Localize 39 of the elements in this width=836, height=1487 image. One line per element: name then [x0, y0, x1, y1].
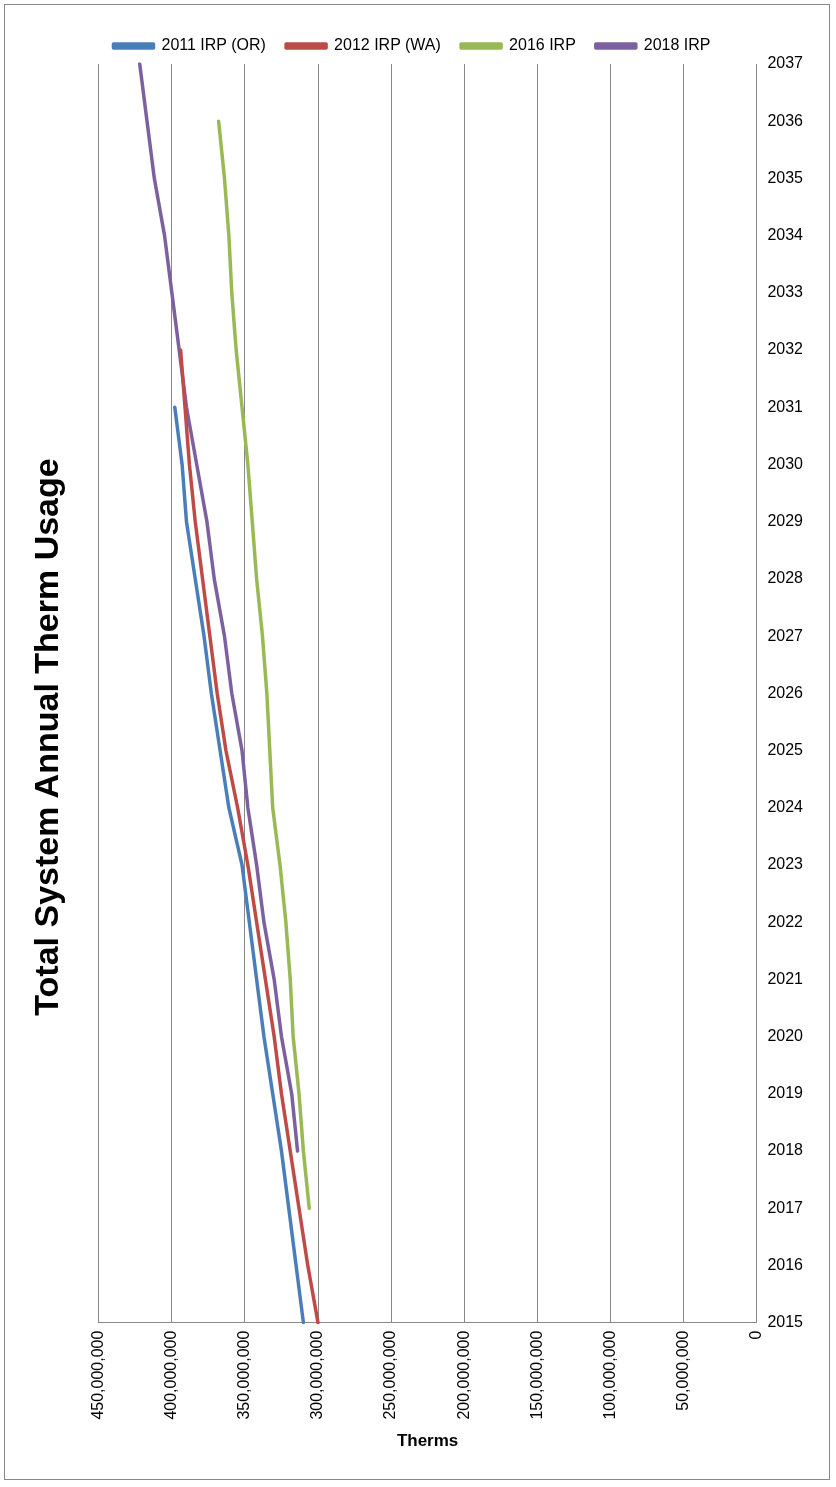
y-tick-label: 2033	[767, 283, 804, 301]
y-tick-label: 2018	[767, 1141, 804, 1159]
x-tick-label: 200,000,000	[454, 1330, 472, 1420]
y-tick-label: 2031	[767, 397, 804, 415]
x-tick-label: 250,000,000	[381, 1330, 399, 1420]
y-tick-label: 2032	[767, 340, 804, 358]
y-tick-label: 2026	[767, 683, 804, 701]
x-tick-label: 400,000,000	[162, 1330, 180, 1420]
x-tick-label: 150,000,000	[527, 1330, 545, 1420]
y-tick-label: 2025	[767, 740, 804, 758]
y-tick-label: 2030	[767, 454, 804, 472]
y-tick-label: 2022	[767, 912, 804, 930]
x-tick-label: 300,000,000	[308, 1330, 326, 1420]
x-axis-title: Therms	[396, 1431, 459, 1451]
y-tick-label: 2029	[767, 512, 804, 530]
x-tick-label: 350,000,000	[235, 1330, 253, 1420]
y-tick-label: 2028	[767, 569, 804, 587]
x-tick-label: 50,000,000	[673, 1330, 691, 1411]
y-tick-label: 2015	[767, 1313, 804, 1331]
y-tick-label: 2036	[767, 111, 804, 129]
y-tick-label: 2017	[767, 1198, 804, 1216]
y-tick-label: 2021	[767, 969, 804, 987]
y-tick-label: 2016	[767, 1255, 804, 1273]
legend-label: 2011 IRP (OR)	[161, 36, 266, 54]
legend-label: 2018 IRP	[643, 36, 711, 54]
y-tick-label: 2027	[767, 626, 804, 644]
y-tick-label: 2037	[767, 54, 804, 72]
x-tick-label: 450,000,000	[89, 1330, 107, 1420]
y-tick-label: 2020	[767, 1026, 804, 1044]
y-tick-label: 2024	[767, 798, 804, 816]
text: Total System Annual Therm Usage	[26, 458, 65, 1016]
y-tick-label: 2019	[767, 1084, 804, 1102]
x-tick-label: 100,000,000	[600, 1330, 618, 1420]
y-tick-label: 2035	[767, 168, 804, 186]
y-tick-label: 2023	[767, 855, 804, 873]
legend-label: 2016 IRP	[509, 36, 576, 54]
legend-label: 2012 IRP (WA)	[334, 36, 441, 54]
y-tick-label: 2034	[767, 226, 804, 244]
x-tick-label: 0	[746, 1330, 764, 1340]
